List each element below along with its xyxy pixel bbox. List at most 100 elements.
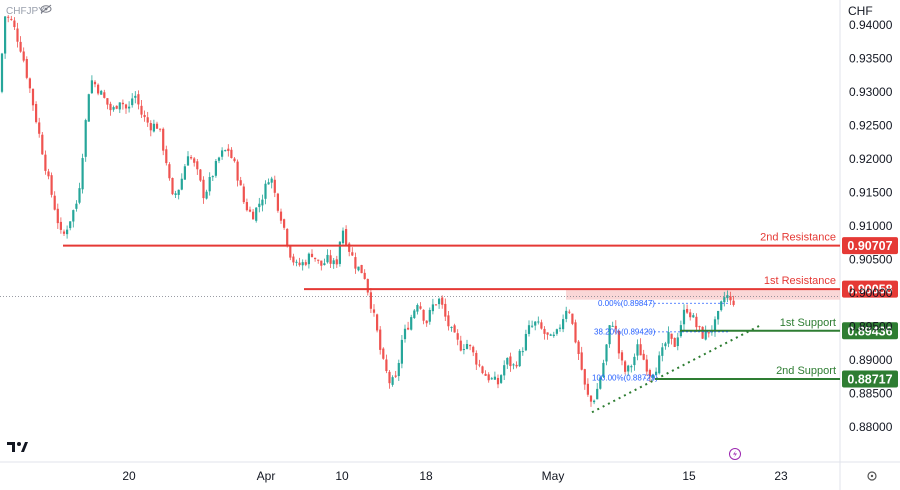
candle-body (242, 186, 245, 203)
fib-label: 38.20%(0.89420) (594, 327, 656, 336)
time-axis: 20 Apr 10 18 May 15 23 (122, 469, 788, 483)
symbol-text: CHFJPY (6, 6, 45, 17)
candle-body (422, 309, 425, 321)
candle-body (441, 297, 444, 305)
candle-body (633, 356, 636, 366)
x-tick-label: 10 (335, 469, 349, 483)
candle-body (112, 107, 115, 110)
candle-body (50, 175, 53, 195)
candle-body (128, 106, 131, 109)
y-tick-label: 0.93500 (849, 52, 893, 66)
candle-body (611, 325, 614, 327)
candle-body (317, 259, 320, 261)
candle-body (484, 373, 487, 376)
candle-body (456, 333, 459, 340)
candle-body (379, 329, 382, 350)
candle-body (428, 309, 431, 322)
candle-body (66, 229, 69, 235)
candle-body (400, 339, 403, 364)
eye-icon[interactable] (40, 4, 52, 14)
y-tick-label: 0.89500 (849, 320, 893, 334)
candle-body (205, 191, 208, 199)
candle-body (438, 298, 441, 305)
y-tick-label: 0.93000 (849, 85, 893, 99)
candle-body (624, 361, 627, 372)
candle-body (152, 123, 155, 132)
candle-body (549, 334, 552, 336)
candle-body (0, 53, 4, 92)
candle-body (599, 377, 602, 389)
candle-body (16, 28, 19, 42)
candle-body (720, 301, 723, 311)
candle-body (134, 95, 137, 98)
currency-label: CHF (848, 4, 873, 18)
x-tick-label: 23 (774, 469, 788, 483)
tradingview-logo-icon (7, 442, 28, 452)
candle-body (469, 345, 472, 347)
x-tick-label: Apr (257, 469, 276, 483)
candle-body (388, 371, 391, 384)
candle-body (279, 211, 283, 221)
candle-body (558, 327, 562, 329)
candle-body (506, 357, 509, 365)
candle-body (462, 349, 465, 351)
candle-body (481, 366, 484, 374)
candle-body (450, 326, 453, 328)
candle-body (286, 228, 289, 246)
candle-body (193, 158, 196, 163)
candle-body (345, 229, 348, 246)
ascending-trendline (591, 323, 763, 414)
candle-body (137, 94, 140, 105)
candle-body (574, 322, 577, 343)
settings-icon[interactable] (867, 471, 877, 481)
candle-body (583, 369, 586, 385)
y-tick-label: 0.90000 (849, 286, 893, 300)
candlestick-series (0, 15, 735, 407)
candle-body (354, 257, 357, 269)
candle-body (372, 309, 376, 313)
candle-body (31, 88, 35, 106)
candle-body (267, 182, 270, 185)
candle-body (608, 325, 611, 345)
candle-body (363, 272, 366, 279)
candle-body (620, 352, 624, 361)
candle-body (614, 325, 617, 330)
y-tick-label: 0.91000 (849, 219, 893, 233)
candle-body (465, 343, 469, 349)
candle-body (258, 203, 261, 208)
candle-body (53, 195, 56, 210)
candle-body (385, 359, 388, 372)
candle-body (329, 255, 332, 264)
candle-body (453, 325, 456, 333)
candle-body (38, 122, 41, 134)
candle-body (459, 340, 462, 351)
candle-body (301, 262, 304, 266)
candle-body (196, 161, 199, 170)
candle-body (630, 366, 633, 368)
resistance-zone (566, 289, 840, 300)
candle-body (394, 375, 397, 377)
price-tag (842, 280, 898, 298)
candle-body (245, 202, 248, 211)
candle-body (320, 260, 323, 266)
price-tag-value: 0.90058 (847, 283, 892, 297)
candle-body (655, 371, 658, 376)
candle-body (351, 252, 354, 256)
candle-body (56, 208, 59, 224)
candle-body (540, 322, 543, 329)
candle-body (726, 295, 729, 299)
candle-body (391, 377, 394, 385)
candle-body (168, 164, 171, 179)
candle-body (13, 20, 16, 28)
y-tick-label: 0.90500 (849, 253, 893, 267)
candle-body (707, 332, 710, 334)
y-tick-label: 0.91500 (849, 186, 893, 200)
lightning-icon[interactable] (729, 448, 741, 460)
candle-body (543, 328, 546, 334)
price-tag (842, 237, 898, 255)
candle-body (382, 348, 385, 359)
candle-body (283, 219, 286, 228)
candle-body (124, 104, 128, 109)
candle-body (307, 253, 310, 265)
